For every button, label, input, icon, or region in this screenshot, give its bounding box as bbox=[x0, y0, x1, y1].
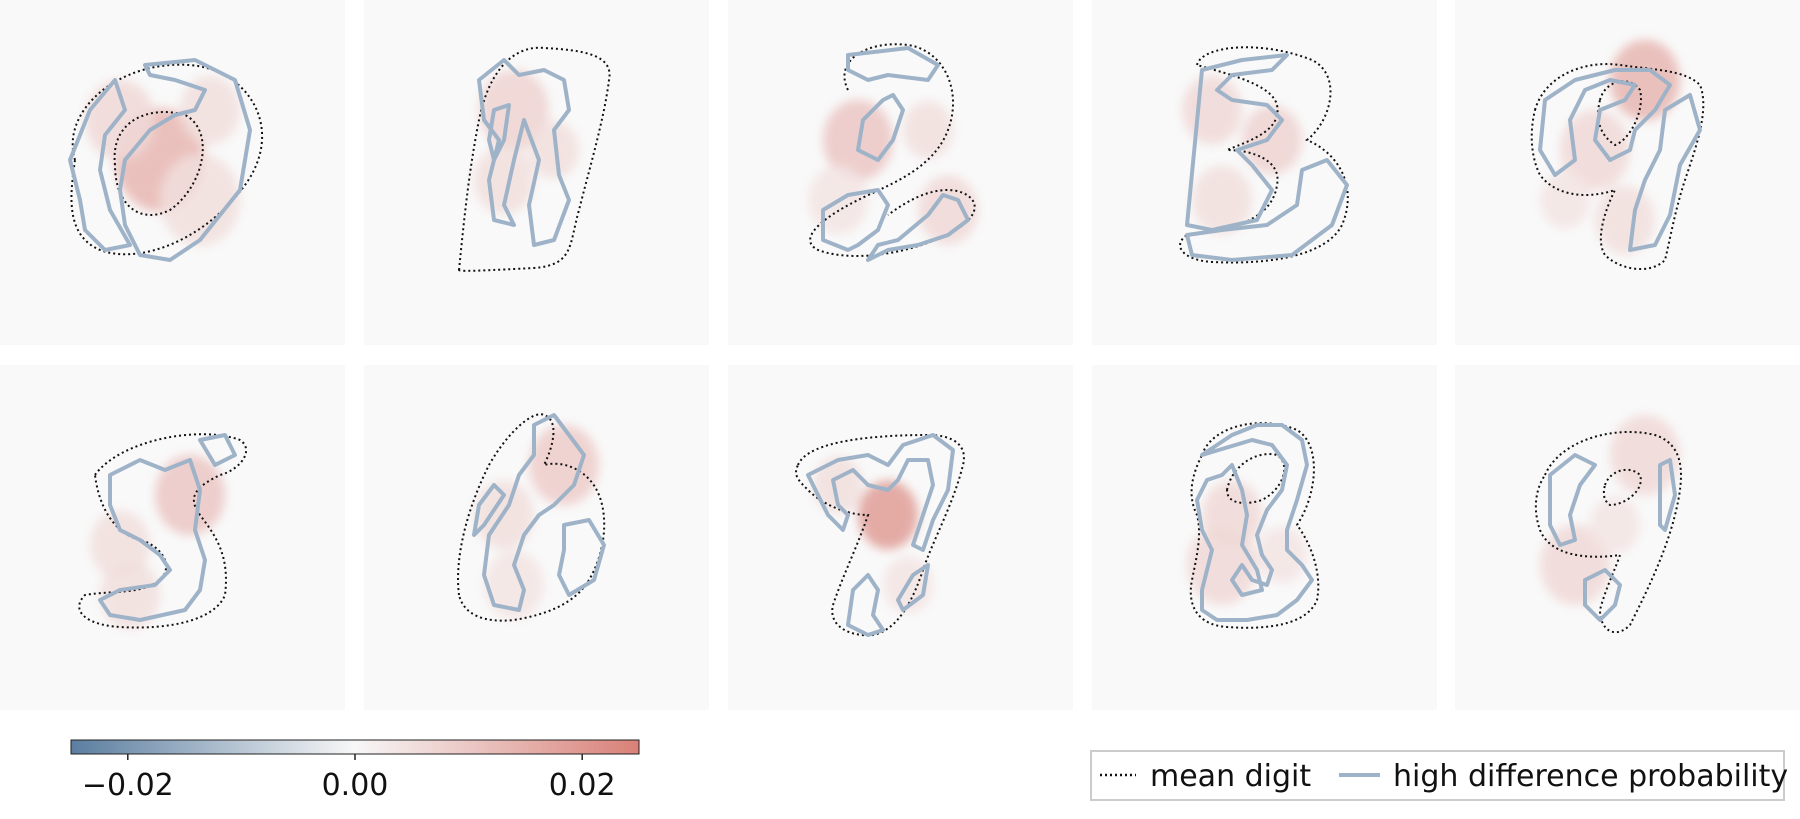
heat-blob bbox=[100, 560, 160, 630]
mean-digit-contour bbox=[457, 46, 611, 272]
heat-blob bbox=[1610, 414, 1680, 496]
legend-high-diff-label: high difference probability bbox=[1393, 759, 1788, 794]
heat-blob bbox=[1540, 524, 1610, 606]
heat-blob bbox=[529, 424, 599, 506]
heat-blob bbox=[180, 75, 240, 145]
high-difference-contour bbox=[68, 58, 252, 262]
heat-blob bbox=[160, 154, 240, 246]
digit-panel-6 bbox=[364, 365, 709, 710]
heat-blob bbox=[474, 145, 534, 215]
mean-digit-contour bbox=[1189, 422, 1320, 629]
difference-heatmap bbox=[85, 75, 240, 246]
digit-panel-2 bbox=[728, 0, 1073, 345]
colorbar-tick-label: 0.02 bbox=[549, 768, 616, 803]
high-difference-contour bbox=[472, 413, 606, 612]
heat-blob bbox=[858, 480, 918, 550]
heat-blob bbox=[1192, 165, 1252, 235]
mean-digit-contour bbox=[1534, 431, 1682, 634]
digit-panel-5 bbox=[0, 365, 345, 710]
digit-panel-3 bbox=[1092, 0, 1437, 345]
heat-blob bbox=[1590, 496, 1640, 554]
mean-digit-contour bbox=[78, 433, 248, 629]
heat-blob bbox=[1242, 105, 1302, 175]
digit-panel-4 bbox=[1455, 0, 1800, 345]
mean-digit-contour bbox=[809, 43, 976, 257]
heat-blob bbox=[529, 121, 579, 179]
mean-digit-contour bbox=[795, 433, 965, 637]
mean-digit-contour bbox=[457, 413, 606, 622]
high-difference-contour bbox=[1185, 53, 1349, 262]
panel-background bbox=[728, 0, 1073, 345]
heat-blob bbox=[484, 550, 544, 620]
panel-background bbox=[0, 365, 345, 710]
panel-background bbox=[364, 365, 709, 710]
digit-panel-9 bbox=[1455, 365, 1800, 710]
high-difference-contour bbox=[821, 46, 970, 262]
difference-heatmap bbox=[1182, 75, 1302, 235]
heat-blob bbox=[1182, 75, 1242, 145]
heat-blob bbox=[1540, 171, 1590, 229]
legend: mean digit high difference probability bbox=[1090, 750, 1788, 801]
digit-panel-0 bbox=[0, 0, 345, 345]
mean-digit-contour bbox=[70, 63, 263, 256]
high-difference-contour bbox=[1195, 423, 1314, 622]
digit-panel-8 bbox=[1092, 365, 1437, 710]
heat-blob bbox=[918, 175, 978, 245]
colorbar-tick-label: 0.00 bbox=[322, 768, 389, 803]
high-difference-contour bbox=[477, 58, 571, 247]
colorbar-tick-label: −0.02 bbox=[82, 768, 174, 803]
colorbar-gradient bbox=[70, 739, 640, 755]
high-difference-contour bbox=[1538, 68, 1702, 252]
high-difference-contour bbox=[1548, 453, 1677, 622]
heatmap-panels bbox=[0, 0, 1800, 710]
high-difference-contour bbox=[98, 433, 237, 622]
heat-blob bbox=[903, 101, 953, 159]
digit-panel-1 bbox=[364, 0, 709, 345]
heat-blob bbox=[1560, 109, 1630, 191]
difference-heatmap bbox=[474, 69, 579, 215]
heat-blob bbox=[155, 454, 225, 536]
colorbar: −0.02 0.00 0.02 bbox=[70, 739, 640, 803]
difference-heatmap bbox=[90, 454, 225, 630]
legend-frame bbox=[1090, 750, 1785, 801]
heat-blob bbox=[1257, 526, 1307, 584]
heat-blob bbox=[479, 69, 549, 151]
legend-mean-digit-label: mean digit bbox=[1150, 759, 1311, 794]
difference-heatmap bbox=[1540, 414, 1680, 606]
heat-blob bbox=[1595, 185, 1655, 255]
digit-panel-7 bbox=[728, 365, 1073, 710]
high-difference-contour bbox=[806, 433, 955, 637]
